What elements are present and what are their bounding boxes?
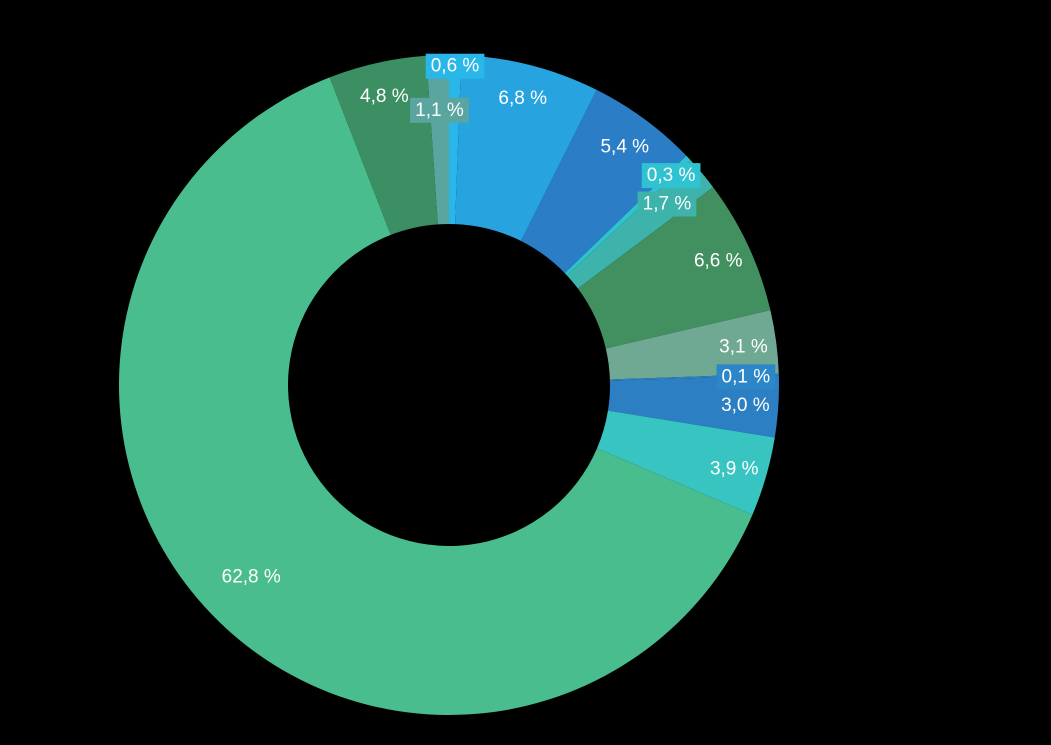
slice-label-7: 0,1 % [722, 366, 771, 387]
slice-label-1: 6,8 % [498, 88, 547, 109]
slice-label-4: 1,7 % [643, 194, 692, 215]
slice-label-8: 3,0 % [721, 395, 770, 416]
slice-label-9: 3,9 % [710, 458, 759, 479]
pie-slice-1 [455, 55, 597, 242]
slice-label-11: 4,8 % [360, 86, 409, 107]
slice-label-badge-3 [641, 163, 701, 189]
slice-label-3: 0,3 % [647, 165, 696, 186]
pie-slice-2 [521, 89, 687, 274]
pie-slice-10 [118, 77, 753, 716]
slice-label-badge-12 [410, 97, 469, 123]
pie-slice-9 [597, 410, 775, 515]
pie-slice-0 [449, 54, 462, 225]
pie-slice-12 [426, 54, 449, 225]
slice-label-badge-0 [425, 53, 485, 79]
slice-label-badge-4 [637, 191, 697, 217]
slice-label-badge-7 [716, 364, 776, 390]
slice-label-5: 6,6 % [694, 250, 743, 271]
slice-label-10: 62,8 % [222, 567, 281, 588]
pie-slice-8 [607, 375, 780, 438]
slice-label-12: 1,1 % [415, 100, 464, 121]
pie-slice-6 [605, 310, 779, 380]
pie-slice-5 [577, 187, 771, 349]
slice-label-0: 0,6 % [431, 56, 480, 77]
slice-label-badge-6 [714, 334, 773, 360]
slice-label-6: 3,1 % [719, 337, 768, 358]
slice-label-2: 5,4 % [600, 136, 649, 157]
